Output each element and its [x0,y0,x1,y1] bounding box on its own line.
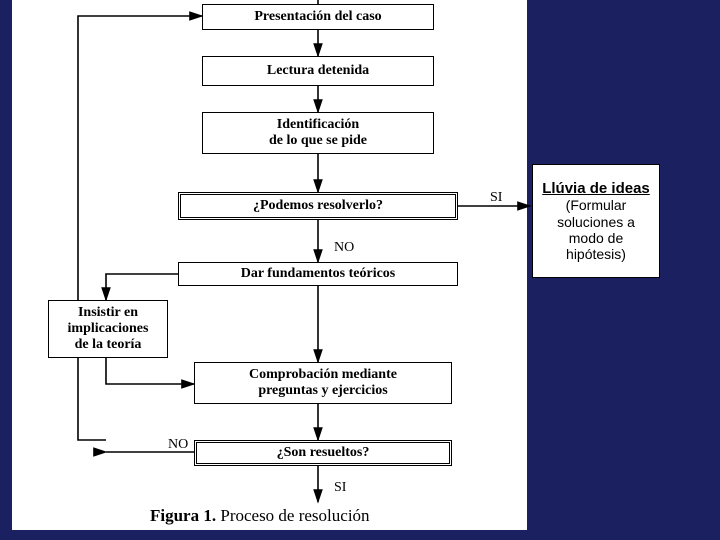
caption-prefix: Figura 1. [150,506,216,525]
node-n2-label: Lectura detenida [267,63,369,79]
edge-label-e45: NO [334,240,354,256]
node-n8: ¿Son resueltos? [194,440,452,466]
node-n8-label: ¿Son resueltos? [277,445,370,461]
node-n5: Dar fundamentos teóricos [178,262,458,286]
callout-body-line3: hipótesis) [566,246,626,262]
node-n3: Identificaciónde lo que se pide [202,112,434,154]
node-n6-line2: de la teoría [75,337,142,353]
node-n7: Comprobación mediantepreguntas y ejercic… [194,362,452,404]
node-n2: Lectura detenida [202,56,434,86]
callout-title: Llúvia de ideas [542,180,650,197]
callout-body-line0: (Formular [566,197,627,213]
edge-label-e4si: SI [490,190,502,206]
node-n3-line0: Identificación [277,117,359,133]
node-n7-line1: preguntas y ejercicios [258,383,387,399]
node-n7-line0: Comprobación mediante [249,367,397,383]
edge-label-e8si: SI [334,480,346,496]
node-n1-label: Presentación del caso [254,9,381,25]
node-n4: ¿Podemos resolverlo? [178,192,458,220]
node-n1: Presentación del caso [202,4,434,30]
node-n6: Insistir enimplicacionesde la teoría [48,300,168,358]
node-n6-line0: Insistir en [78,305,138,321]
figure-caption: Figura 1. Proceso de resolución [150,506,370,526]
node-n3-line1: de lo que se pide [269,133,367,149]
caption-text: Proceso de resolución [216,506,369,525]
node-n4-label: ¿Podemos resolverlo? [253,198,383,214]
node-n5-label: Dar fundamentos teóricos [241,266,396,282]
callout-lluvia-de-ideas: Llúvia de ideas(Formularsoluciones amodo… [532,164,660,278]
node-n6-line1: implicaciones [68,321,149,337]
diagram-stage: NO SI NO SI Presentación del caso Lectura det… [0,0,720,540]
callout-body-line2: modo de [569,230,623,246]
callout-body-line1: soluciones a [557,214,635,230]
edge-label-e8no: NO [168,437,188,453]
